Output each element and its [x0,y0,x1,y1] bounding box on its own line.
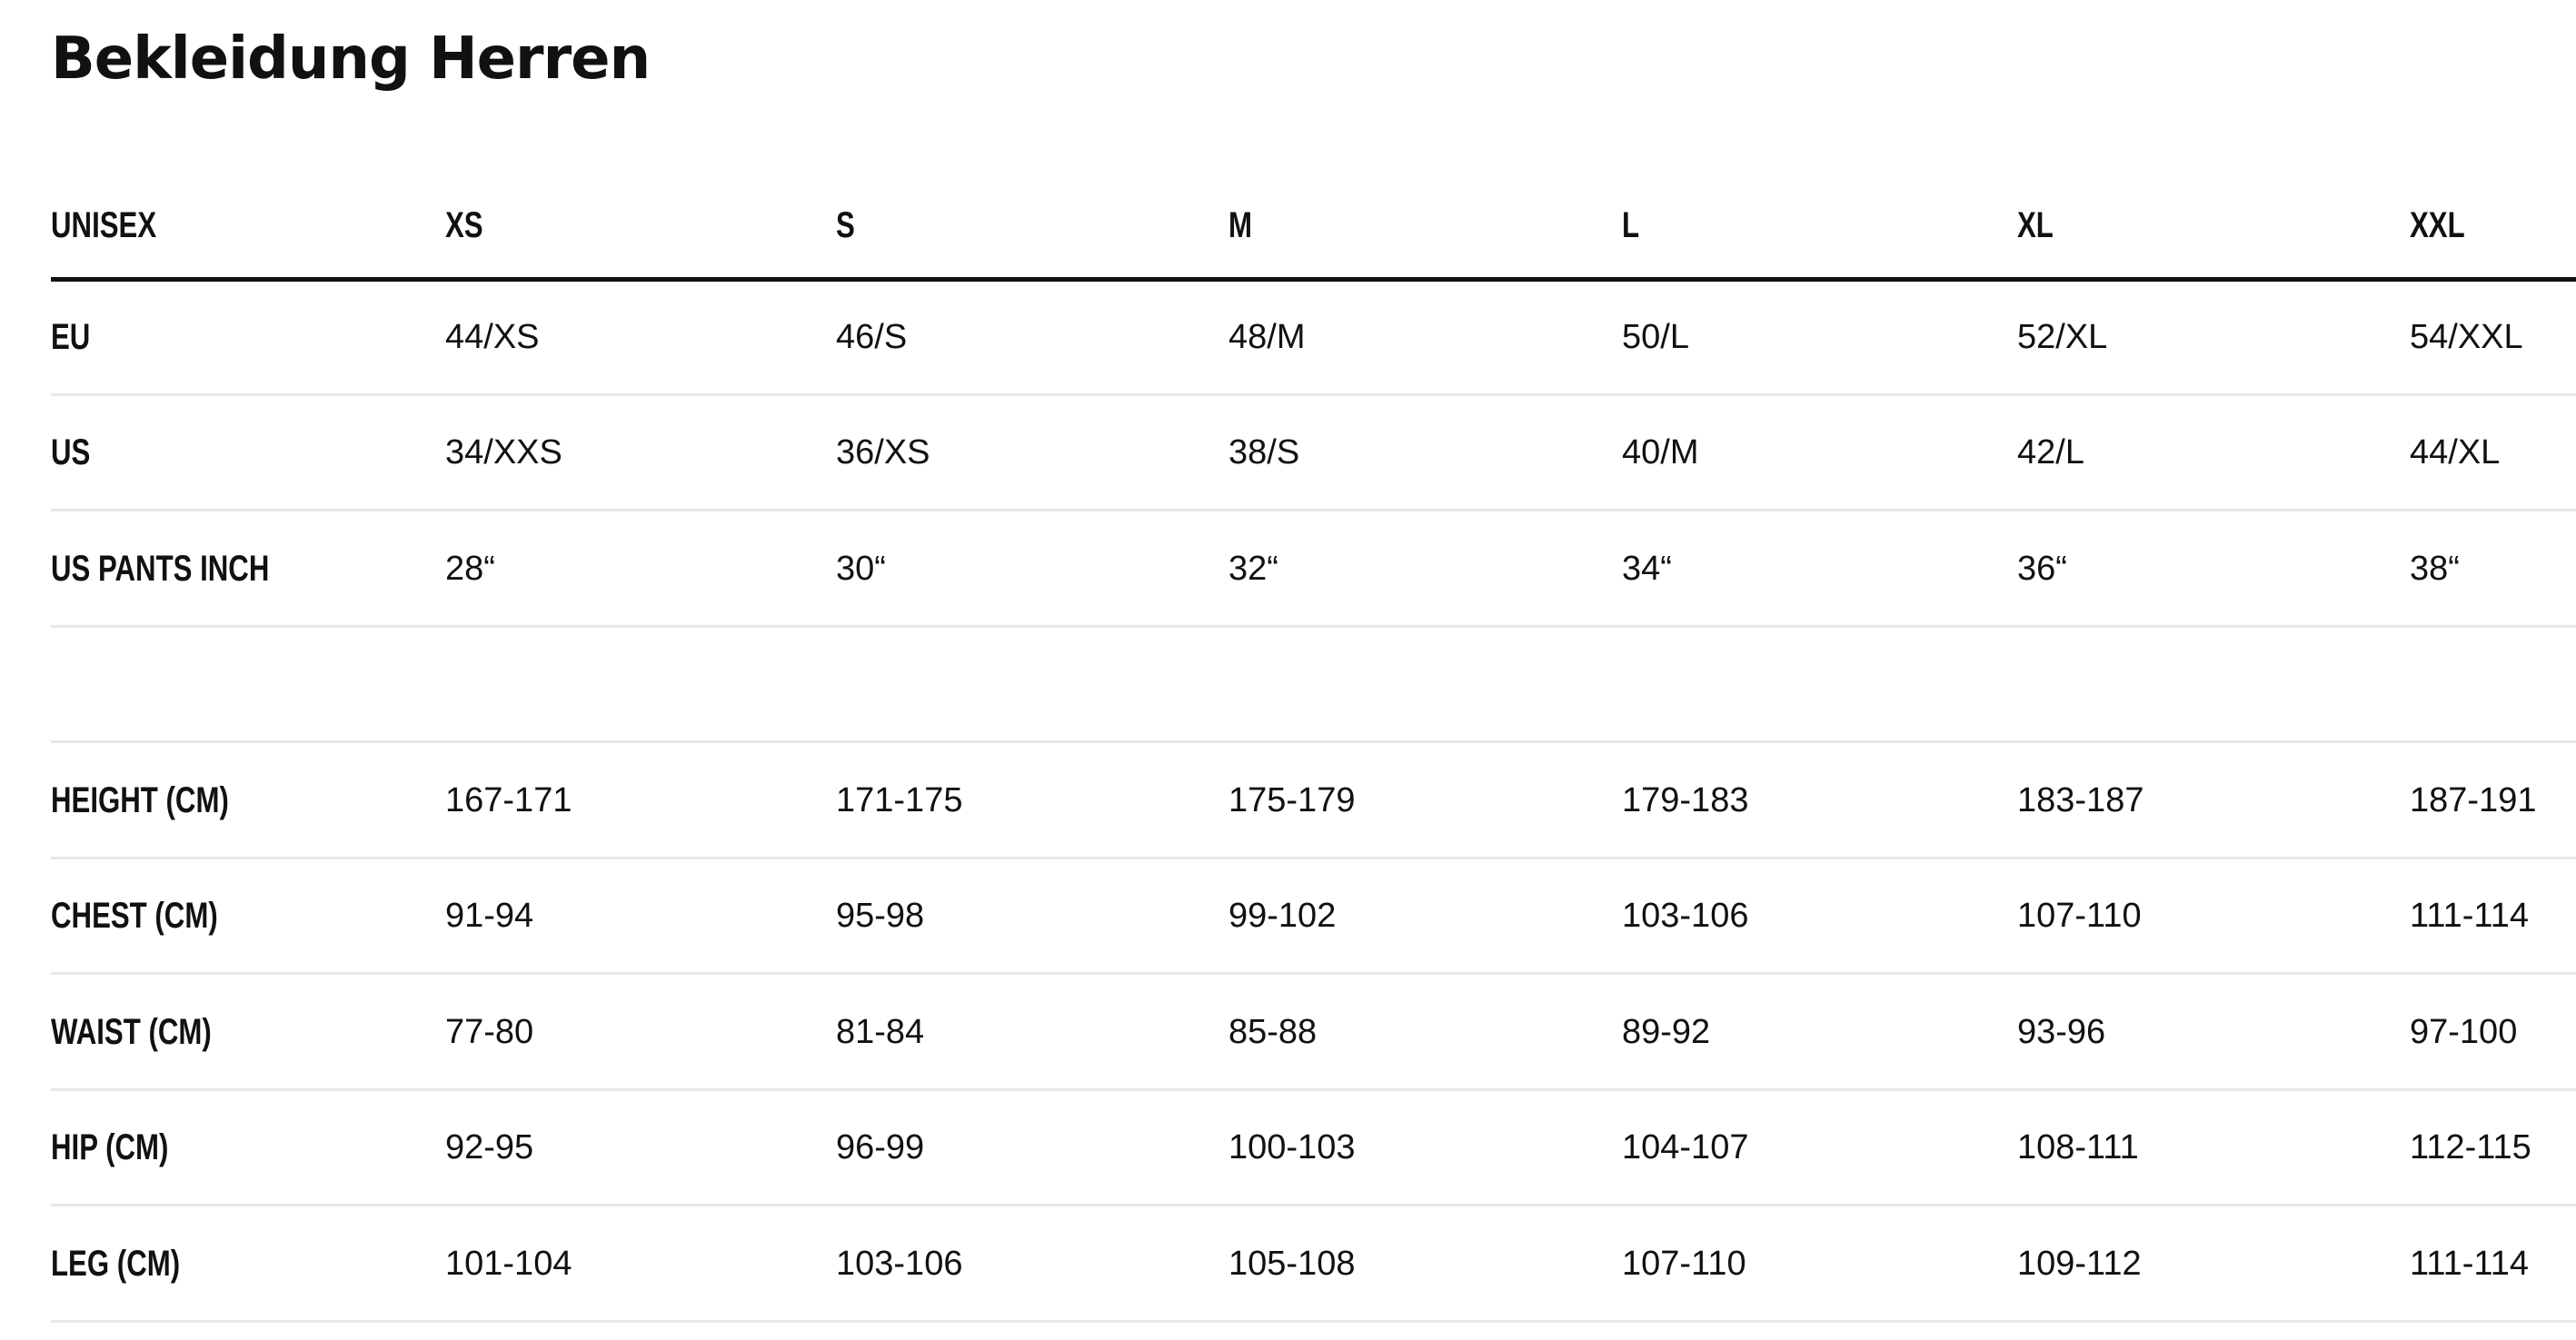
row-rule [51,1087,2576,1091]
header-rule [51,277,2576,282]
cell: 171-175 [836,780,963,819]
cell: 103-106 [1622,897,1749,936]
cell: 42/L [2017,433,2084,472]
cell: 101-104 [445,1244,572,1283]
row-label: HIP (CM) [51,1127,169,1168]
cell: 97-100 [2410,1012,2518,1051]
row-label: EU [51,316,91,357]
cell: 96-99 [836,1128,925,1167]
cell: 112-115 [2410,1128,2531,1167]
cell: 36/XS [836,433,930,472]
column-header: UNISEX [51,205,157,245]
row-label: HEIGHT (CM) [51,779,229,820]
cell: 44/XL [2410,433,2501,472]
cell: 46/S [836,317,908,356]
cell: 48/M [1228,317,1306,356]
cell: 99-102 [1228,897,1337,936]
cell: 89-92 [1622,1012,1711,1051]
row-rule [51,1204,2576,1206]
row-label: LEG (CM) [51,1243,181,1284]
row-rule [51,624,2576,628]
cell: 40/M [1622,433,1699,472]
row-rule [51,509,2576,511]
cell: 107-110 [1622,1244,1746,1283]
cell: 105-108 [1228,1244,1356,1283]
cell: 36“ [2017,549,2067,588]
cell: 92-95 [445,1128,534,1167]
column-header: XXL [2410,205,2465,245]
row-rule [51,740,2576,743]
cell: 38/S [1228,433,1300,472]
column-header: XS [445,205,483,245]
cell: 34“ [1622,549,1672,588]
cell: 85-88 [1228,1012,1318,1051]
cell: 95-98 [836,897,925,936]
cell: 93-96 [2017,1012,2106,1051]
row-rule [51,392,2576,396]
cell: 167-171 [445,780,572,819]
row-rule [51,1319,2576,1323]
row-label: CHEST (CM) [51,896,218,937]
cell: 91-94 [445,897,534,936]
row-rule [51,856,2576,859]
cell: 28“ [445,549,495,588]
column-header: XL [2017,205,2054,245]
cell: 52/XL [2017,317,2108,356]
cell: 111-114 [2410,897,2529,936]
cell: 179-183 [1622,780,1749,819]
cell: 81-84 [836,1012,925,1051]
row-label: US [51,432,91,473]
cell: 109-112 [2017,1244,2142,1283]
column-header: M [1228,205,1252,245]
cell: 50/L [1622,317,1689,356]
cell: 187-191 [2410,780,2537,819]
cell: 107-110 [2017,897,2142,936]
cell: 104-107 [1622,1128,1749,1167]
cell: 111-114 [2410,1244,2529,1283]
cell: 183-187 [2017,780,2144,819]
page-title: Bekleidung Herren [51,25,651,93]
cell: 34/XXS [445,433,562,472]
column-header: S [836,205,855,245]
cell: 38“ [2410,549,2460,588]
cell: 103-106 [836,1244,963,1283]
cell: 30“ [836,549,886,588]
row-rule [51,972,2576,975]
cell: 175-179 [1228,780,1356,819]
row-label: US PANTS INCH [51,548,270,589]
cell: 32“ [1228,549,1278,588]
column-header: L [1622,205,1640,245]
cell: 100-103 [1228,1128,1356,1167]
cell: 44/XS [445,317,540,356]
row-label: WAIST (CM) [51,1011,212,1052]
cell: 108-111 [2017,1128,2139,1167]
cell: 54/XXL [2410,317,2523,356]
cell: 77-80 [445,1012,534,1051]
